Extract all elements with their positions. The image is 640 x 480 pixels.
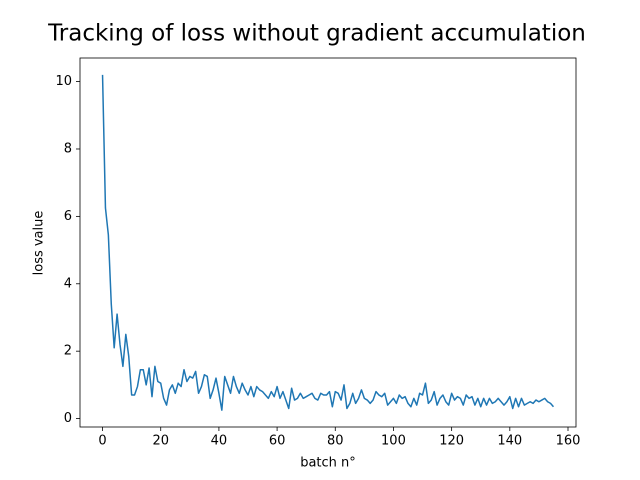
y-tick-label: 10	[55, 74, 72, 89]
axes-frame	[79, 57, 577, 428]
x-tick-label: 20	[152, 434, 169, 449]
x-tick-label: 160	[556, 434, 581, 449]
x-tick-label: 120	[439, 434, 464, 449]
y-tick-label: 4	[64, 276, 72, 291]
x-tick-label: 100	[381, 434, 406, 449]
x-tick-label: 0	[98, 434, 106, 449]
y-axis-label: loss value	[32, 211, 47, 276]
y-tick-label: 2	[64, 344, 72, 359]
y-tick-label: 0	[64, 411, 72, 426]
y-tick-label: 6	[64, 209, 72, 224]
x-tick-label: 40	[211, 434, 228, 449]
x-tick-label: 80	[327, 434, 344, 449]
x-axis-label: batch n°	[300, 456, 356, 471]
y-tick-label: 8	[64, 141, 72, 156]
x-tick-label: 140	[497, 434, 522, 449]
loss-line	[101, 74, 555, 411]
chart-title: Tracking of loss without gradient accumu…	[47, 21, 586, 47]
x-tick-label: 60	[269, 434, 286, 449]
